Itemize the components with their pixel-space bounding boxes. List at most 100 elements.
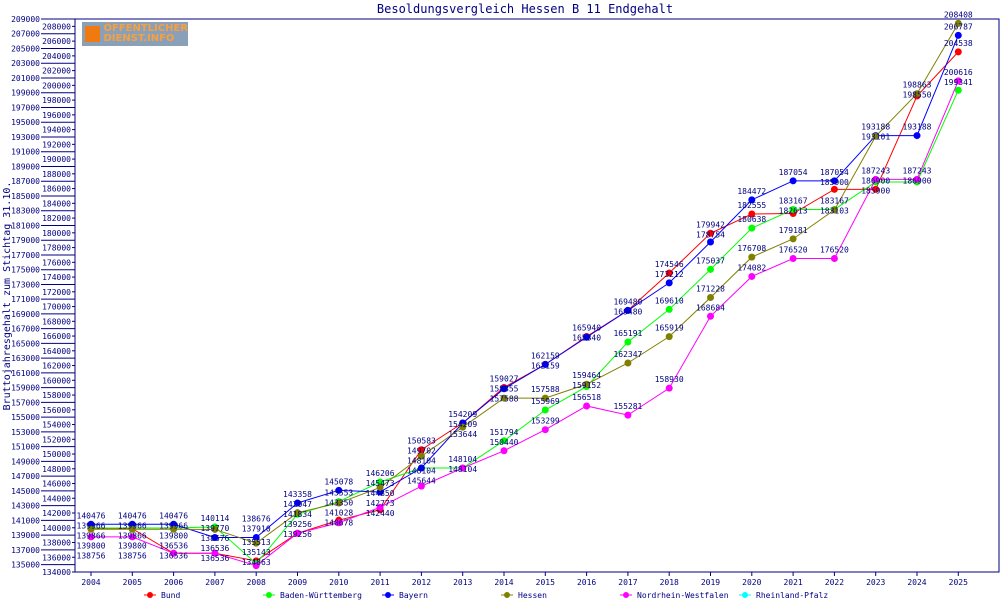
data-label: 138676 — [200, 534, 229, 543]
data-point — [500, 437, 508, 445]
y-tick-label: 167000 — [11, 325, 40, 334]
data-label: 142047 — [283, 500, 312, 509]
data-label: 155281 — [613, 402, 642, 411]
y-tick-label: 188000 — [42, 170, 71, 179]
y-tick-label: 196000 — [42, 111, 71, 120]
data-label: 186900 — [903, 176, 932, 185]
data-label: 198550 — [903, 91, 932, 100]
data-label: 136536 — [200, 554, 229, 563]
data-label: 138676 — [242, 515, 271, 524]
y-tick-label: 152000 — [42, 435, 71, 444]
y-tick-label: 156000 — [42, 406, 71, 415]
data-point — [541, 360, 549, 368]
data-point — [128, 525, 136, 533]
data-label: 174082 — [737, 263, 766, 272]
data-label: 139256 — [283, 530, 312, 539]
data-label: 137910 — [242, 525, 271, 534]
data-point — [665, 384, 673, 392]
data-label: 183167 — [820, 196, 849, 205]
data-point — [748, 196, 756, 204]
data-label: 134863 — [242, 558, 271, 567]
y-tick-label: 150000 — [42, 450, 71, 459]
y-tick-label: 200000 — [42, 81, 71, 90]
x-tick-label: 2004 — [81, 578, 100, 587]
y-tick-label: 190000 — [42, 155, 71, 164]
y-axis-label: Bruttojahresgehalt zum Stichtag 31.10. — [2, 182, 13, 411]
data-label: 157588 — [490, 394, 519, 403]
y-tick-label: 147000 — [11, 472, 40, 481]
data-point — [583, 402, 591, 410]
data-point — [583, 333, 591, 341]
data-label: 159464 — [572, 371, 601, 380]
y-tick-label: 182000 — [42, 214, 71, 223]
x-tick-label: 2017 — [618, 578, 637, 587]
data-label: 151794 — [490, 428, 519, 437]
data-point — [872, 132, 880, 140]
data-point — [459, 464, 467, 472]
data-label: 140476 — [77, 511, 106, 520]
data-label: 154209 — [448, 420, 477, 429]
data-label: 136536 — [159, 541, 188, 550]
data-label: 187054 — [779, 168, 808, 177]
x-tick-label: 2013 — [453, 578, 472, 587]
data-label: 148104 — [407, 457, 436, 466]
data-point — [707, 312, 714, 320]
data-point — [954, 19, 962, 27]
series-line-Hessen — [91, 23, 959, 544]
x-tick-label: 2022 — [825, 578, 844, 587]
data-label: 158930 — [655, 375, 684, 384]
data-point — [665, 333, 673, 341]
y-tick-label: 149000 — [11, 457, 40, 466]
data-label: 199341 — [944, 78, 973, 87]
series-line-Bund — [91, 51, 959, 562]
y-tick-label: 161000 — [11, 369, 40, 378]
x-tick-label: 2021 — [783, 578, 802, 587]
data-label: 184472 — [737, 187, 766, 196]
x-tick-label: 2016 — [577, 578, 596, 587]
data-label: 187243 — [903, 166, 932, 175]
series-line-Baden-Württemberg — [91, 90, 959, 565]
y-tick-label: 209000 — [11, 15, 40, 24]
data-label: 141028 — [324, 509, 353, 518]
data-point — [954, 48, 962, 56]
data-label: 135513 — [242, 538, 271, 547]
legend-label: Bayern — [399, 591, 428, 600]
data-point — [541, 426, 549, 434]
y-tick-label: 202000 — [42, 67, 71, 76]
data-point — [954, 77, 962, 85]
data-label: 139866 — [118, 531, 147, 540]
data-label: 139966 — [77, 521, 106, 530]
data-point — [748, 272, 756, 280]
y-tick-label: 136000 — [42, 553, 71, 562]
logo-line1: ÖFFENTLICHER — [103, 23, 188, 34]
data-label: 142773 — [366, 499, 395, 508]
y-tick-label: 155000 — [11, 413, 40, 422]
data-point — [748, 224, 756, 232]
data-point — [624, 359, 632, 367]
data-label: 183167 — [779, 196, 808, 205]
data-point — [830, 177, 838, 185]
data-label: 162159 — [531, 361, 560, 370]
data-label: 169480 — [613, 297, 642, 306]
data-label: 143350 — [324, 499, 353, 508]
data-point — [294, 509, 301, 517]
legend-label: Bund — [161, 591, 180, 600]
data-label: 182613 — [779, 206, 808, 215]
data-label: 140678 — [324, 519, 353, 528]
y-tick-label: 160000 — [42, 376, 71, 385]
data-label: 185900 — [820, 178, 849, 187]
legend-label: Nordrhein-Westfalen — [637, 591, 729, 600]
data-label: 187243 — [861, 166, 890, 175]
y-tick-label: 140000 — [42, 524, 71, 533]
x-tick-label: 2020 — [742, 578, 761, 587]
data-label: 140114 — [200, 514, 229, 523]
data-label: 135143 — [242, 548, 271, 557]
data-point — [624, 306, 632, 314]
y-tick-label: 181000 — [11, 221, 40, 230]
data-label: 145473 — [366, 479, 395, 488]
data-label: 179942 — [696, 220, 725, 229]
data-point — [376, 503, 384, 511]
data-point — [128, 533, 136, 541]
x-tick-label: 2024 — [907, 578, 926, 587]
y-tick-label: 146000 — [42, 480, 71, 489]
